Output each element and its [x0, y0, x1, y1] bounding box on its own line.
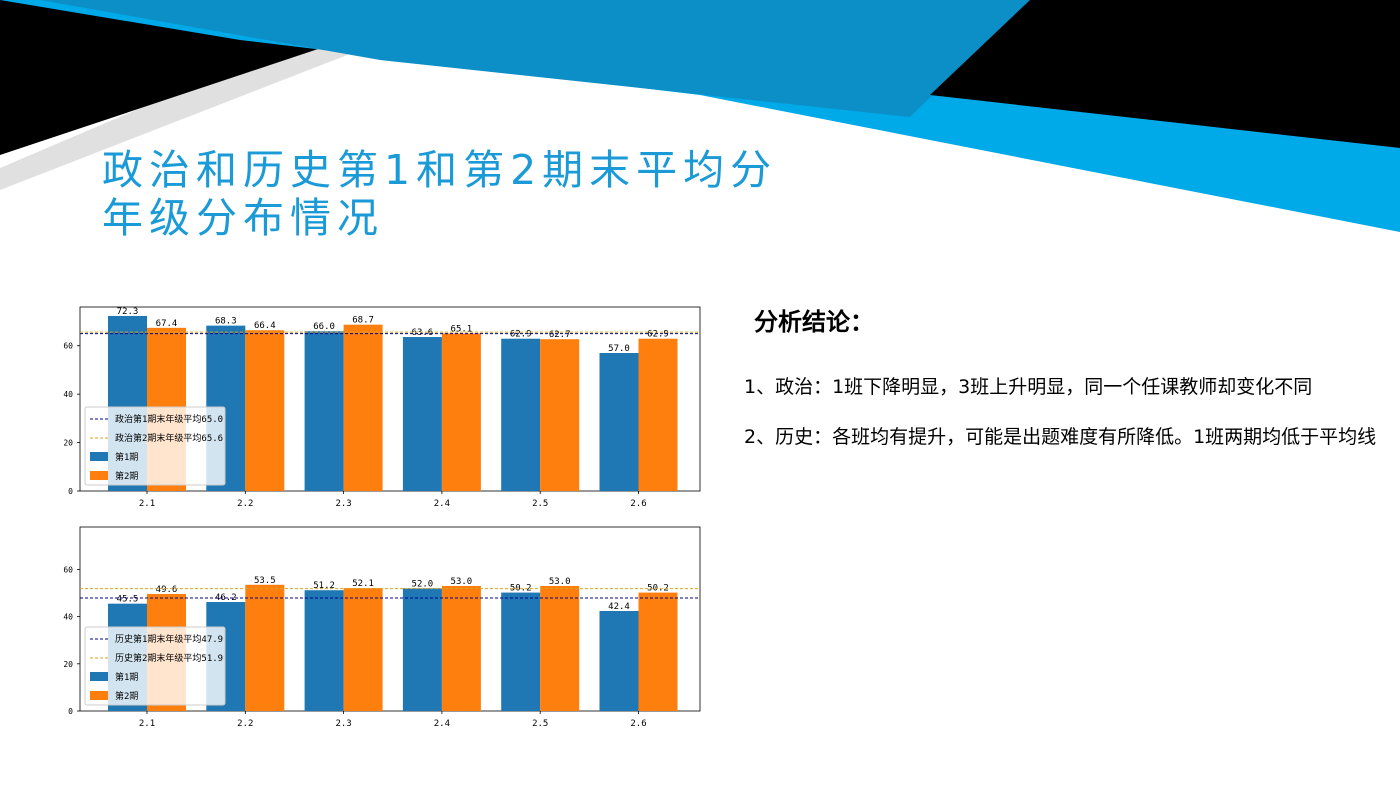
x-tick-label: 2.1 — [139, 499, 155, 509]
data-label: 72.3 — [117, 307, 139, 317]
bar-2-2.4 — [441, 333, 481, 491]
x-tick-label: 2.3 — [335, 499, 351, 509]
data-label: 51.2 — [313, 581, 335, 591]
bar-1-2.3 — [304, 331, 344, 491]
data-label: 68.7 — [352, 316, 374, 326]
x-tick-label: 2.1 — [139, 719, 155, 729]
politics-bar-chart: 0 20 40 60 72.3 67.4 2.1 68.3 66.4 2.2 66.0 68.7 2.3… — [63, 306, 701, 509]
data-label: 65.1 — [451, 324, 473, 334]
legend-swatch — [90, 452, 108, 461]
legend-label: 第2期 — [115, 690, 138, 702]
y-tick-label: 0 — [68, 707, 73, 716]
conclusion-heading: 分析结论： — [754, 308, 874, 336]
bar-2-2.5 — [540, 585, 580, 711]
legend-label: 第1期 — [115, 451, 138, 463]
data-label: 52.0 — [412, 579, 434, 589]
bar-1-2.4 — [402, 588, 442, 711]
plot-frame — [79, 306, 701, 492]
bar-2-2.4 — [441, 585, 481, 711]
title-line-1: 政治和历史第1和第2期末平均分 — [102, 146, 778, 194]
y-tick-label: 40 — [63, 390, 73, 399]
bar-1-2.4 — [402, 337, 442, 491]
legend-label: 历史第1期末年级平均47.9 — [115, 633, 223, 645]
x-tick-label: 2.4 — [434, 499, 450, 509]
y-tick-label: 20 — [63, 660, 73, 669]
legend-label: 政治第1期末年级平均65.0 — [115, 413, 223, 425]
legend-label: 第2期 — [115, 470, 138, 482]
bar-2-2.2 — [245, 330, 285, 491]
bar-2-2.3 — [343, 588, 383, 711]
y-tick-label: 0 — [68, 487, 73, 496]
data-label: 63.6 — [412, 328, 434, 338]
x-tick-label: 2.2 — [237, 719, 253, 729]
y-tick-label: 20 — [63, 439, 73, 448]
bar-1-2.6 — [599, 610, 639, 711]
data-label: 52.1 — [352, 579, 374, 589]
data-label: 68.3 — [215, 317, 237, 327]
x-tick-label: 2.5 — [532, 719, 548, 729]
legend-swatch — [90, 672, 108, 681]
y-tick-label: 40 — [63, 613, 73, 622]
y-tick-label: 60 — [63, 565, 73, 574]
x-tick-label: 2.2 — [237, 499, 253, 509]
legend-label: 政治第2期末年级平均65.6 — [115, 432, 223, 444]
y-tick-label: 60 — [63, 342, 73, 351]
x-tick-label: 2.4 — [434, 719, 450, 729]
dark-blue-band — [40, 0, 1030, 117]
data-label: 53.0 — [549, 577, 571, 587]
plot-frame — [79, 526, 701, 712]
bar-1-2.6 — [599, 353, 639, 491]
x-tick-label: 2.6 — [630, 719, 646, 729]
x-tick-label: 2.5 — [532, 499, 548, 509]
data-label: 53.5 — [254, 576, 276, 586]
x-tick-label: 2.3 — [335, 719, 351, 729]
bar-1-2.5 — [501, 338, 541, 491]
bar-2-2.6 — [638, 338, 678, 491]
grey-stripe — [0, 40, 360, 190]
data-label: 42.4 — [608, 602, 630, 612]
bar-2-2.2 — [245, 584, 285, 711]
data-label: 66.4 — [254, 321, 276, 331]
legend-label: 第1期 — [115, 671, 138, 683]
page-title: 政治和历史第1和第2期末平均分 年级分布情况 — [102, 146, 777, 242]
data-label: 57.0 — [608, 344, 630, 354]
data-label: 53.0 — [451, 577, 473, 587]
bar-2-2.5 — [540, 339, 580, 491]
black-band-right — [930, 0, 1400, 148]
data-label: 67.4 — [156, 319, 178, 329]
x-tick-label: 2.6 — [630, 499, 646, 509]
data-label: 49.6 — [156, 585, 178, 595]
bar-2-2.6 — [638, 592, 678, 711]
title-line-2: 年级分布情况 — [102, 194, 384, 242]
legend-box — [84, 406, 226, 486]
conclusion-point-history: 2、历史：各班均有提升，可能是出题难度有所降低。1班两期均低于平均线 — [744, 426, 1377, 448]
data-label: 66.0 — [313, 322, 335, 332]
legend-label: 历史第2期末年级平均51.9 — [115, 652, 223, 664]
bar-2-2.3 — [343, 324, 383, 491]
data-label: 62.9 — [647, 330, 669, 340]
legend-swatch — [90, 691, 108, 700]
bar-1-2.5 — [501, 592, 541, 711]
data-label: 62.9 — [510, 330, 532, 340]
conclusion-point-politics: 1、政治：1班下降明显，3班上升明显，同一个任课教师却变化不同 — [744, 376, 1313, 398]
bar-1-2.3 — [304, 590, 344, 711]
legend-box — [84, 626, 226, 706]
data-label: 45.5 — [117, 595, 139, 605]
data-label: 62.7 — [549, 330, 571, 340]
legend-swatch — [90, 471, 108, 480]
